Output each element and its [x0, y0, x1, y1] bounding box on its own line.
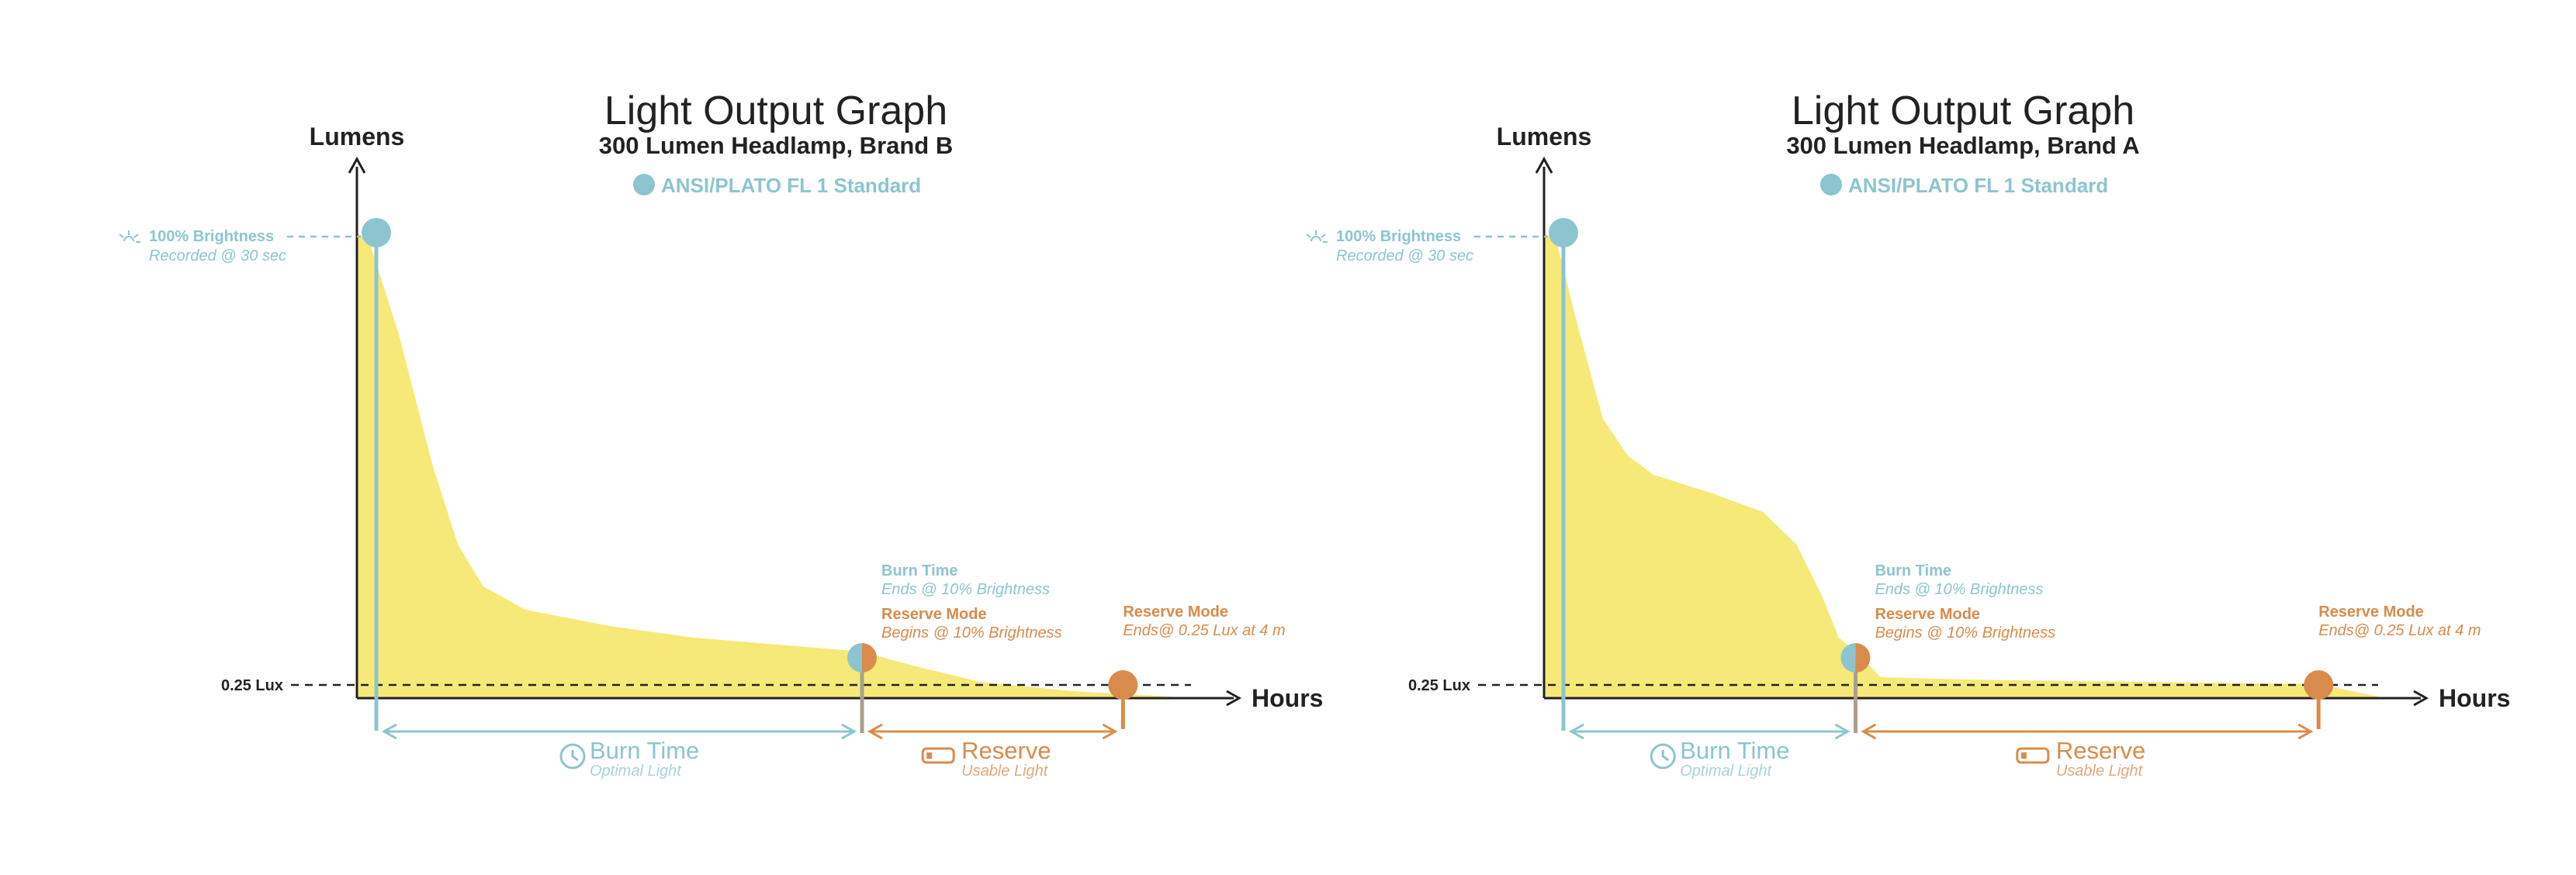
- reserve-span-arrow-left: [867, 723, 883, 740]
- legend-label: ANSI/PLATO FL 1 Standard: [1848, 174, 2108, 197]
- legend-dot: [1820, 174, 1842, 195]
- reserve-begin-title: Reserve Mode: [1875, 606, 1980, 623]
- battery-icon: [2016, 747, 2050, 764]
- battery-level: [2020, 752, 2027, 759]
- reserve-span-label: Reserve: [961, 737, 1051, 764]
- clock-hands: [1661, 750, 1670, 762]
- chart-title: Light Output Graph: [604, 88, 947, 133]
- burn-span-sublabel: Optimal Light: [1680, 763, 1772, 780]
- reserve-begin-title: Reserve Mode: [881, 606, 987, 623]
- burn-end-title: Burn Time: [881, 562, 958, 579]
- burn-span-arrow-right: [841, 723, 857, 740]
- battery-icon: [921, 747, 955, 764]
- burn-span-arrow-right: [1834, 723, 1851, 740]
- battery-level: [926, 752, 933, 759]
- reserve-span-arrow-right: [1102, 723, 1118, 740]
- sun-ray: [1321, 233, 1326, 238]
- reserve-end-sub: Ends@ 0.25 Lux at 4 m: [2318, 622, 2481, 639]
- peak-marker: [1549, 218, 1578, 247]
- reserve-span-arrow-right: [2297, 723, 2314, 740]
- x-axis-label: Hours: [2439, 684, 2510, 712]
- clock-face: [559, 743, 586, 770]
- peak-label: 100% Brightness: [149, 228, 274, 245]
- y-axis-label: Lumens: [310, 123, 405, 150]
- burn-end-sub: Ends @ 10% Brightness: [1875, 581, 2043, 598]
- threshold-label: 0.25 Lux: [221, 677, 283, 694]
- clock-icon: [559, 743, 586, 770]
- burn-span-label: Burn Time: [1680, 737, 1789, 764]
- burn-end-marker-right: [862, 643, 877, 673]
- reserve-span-sublabel: Usable Light: [2056, 763, 2144, 780]
- threshold-label: 0.25 Lux: [1408, 677, 1470, 694]
- sun-arc: [1311, 236, 1321, 242]
- burn-end-marker-left: [1840, 643, 1856, 673]
- sun-icon: [119, 230, 140, 243]
- sun-ray: [133, 233, 139, 238]
- peak-marker: [362, 218, 391, 247]
- burn-end-marker-left: [847, 643, 862, 673]
- burn-span-arrow-left: [1568, 723, 1584, 740]
- reserve-end-sub: Ends@ 0.25 Lux at 4 m: [1123, 622, 1285, 639]
- sun-ray: [119, 233, 124, 238]
- burn-span-label: Burn Time: [590, 737, 699, 764]
- sun-icon: [1306, 230, 1328, 243]
- legend-label: ANSI/PLATO FL 1 Standard: [661, 174, 921, 197]
- x-axis-arrow: [2413, 690, 2429, 707]
- burn-end-sub: Ends @ 10% Brightness: [881, 581, 1050, 598]
- chart-subtitle: 300 Lumen Headlamp, Brand A: [1786, 132, 2139, 159]
- burn-span-sublabel: Optimal Light: [590, 763, 682, 780]
- reserve-span-label: Reserve: [2056, 737, 2145, 764]
- chart-subtitle: 300 Lumen Headlamp, Brand B: [599, 132, 954, 159]
- peak-sublabel: Recorded @ 30 sec: [149, 247, 286, 265]
- burn-end-title: Burn Time: [1875, 562, 1951, 579]
- y-axis-label: Lumens: [1497, 123, 1592, 150]
- x-axis-label: Hours: [1252, 684, 1323, 712]
- reserve-begin-sub: Begins @ 10% Brightness: [1875, 624, 2055, 642]
- peak-label: 100% Brightness: [1336, 228, 1461, 245]
- reserve-end-title: Reserve Mode: [2318, 604, 2424, 621]
- light-output-area: [357, 233, 1199, 698]
- reserve-end-marker: [2304, 670, 2334, 700]
- reserve-end-title: Reserve Mode: [1123, 604, 1228, 621]
- sun-arc: [123, 236, 134, 242]
- x-axis-arrow: [1226, 690, 1242, 707]
- reserve-begin-sub: Begins @ 10% Brightness: [881, 624, 1062, 642]
- sun-ray: [1306, 233, 1311, 238]
- battery-body: [921, 747, 955, 764]
- clock-face: [1650, 743, 1676, 770]
- reserve-span-sublabel: Usable Light: [961, 763, 1049, 780]
- clock-hands: [571, 750, 579, 762]
- clock-icon: [1650, 743, 1676, 770]
- chart-title: Light Output Graph: [1792, 88, 2135, 133]
- y-axis-arrow: [1535, 156, 1553, 174]
- legend-dot: [633, 174, 655, 195]
- burn-span-arrow-left: [381, 723, 397, 740]
- peak-sublabel: Recorded @ 30 sec: [1336, 247, 1473, 265]
- light-output-area: [1544, 233, 2386, 698]
- reserve-span-arrow-left: [1861, 723, 1877, 740]
- burn-end-marker-right: [1855, 643, 1871, 673]
- reserve-end-marker: [1108, 670, 1138, 700]
- y-axis-arrow: [348, 156, 366, 174]
- battery-body: [2016, 747, 2050, 764]
